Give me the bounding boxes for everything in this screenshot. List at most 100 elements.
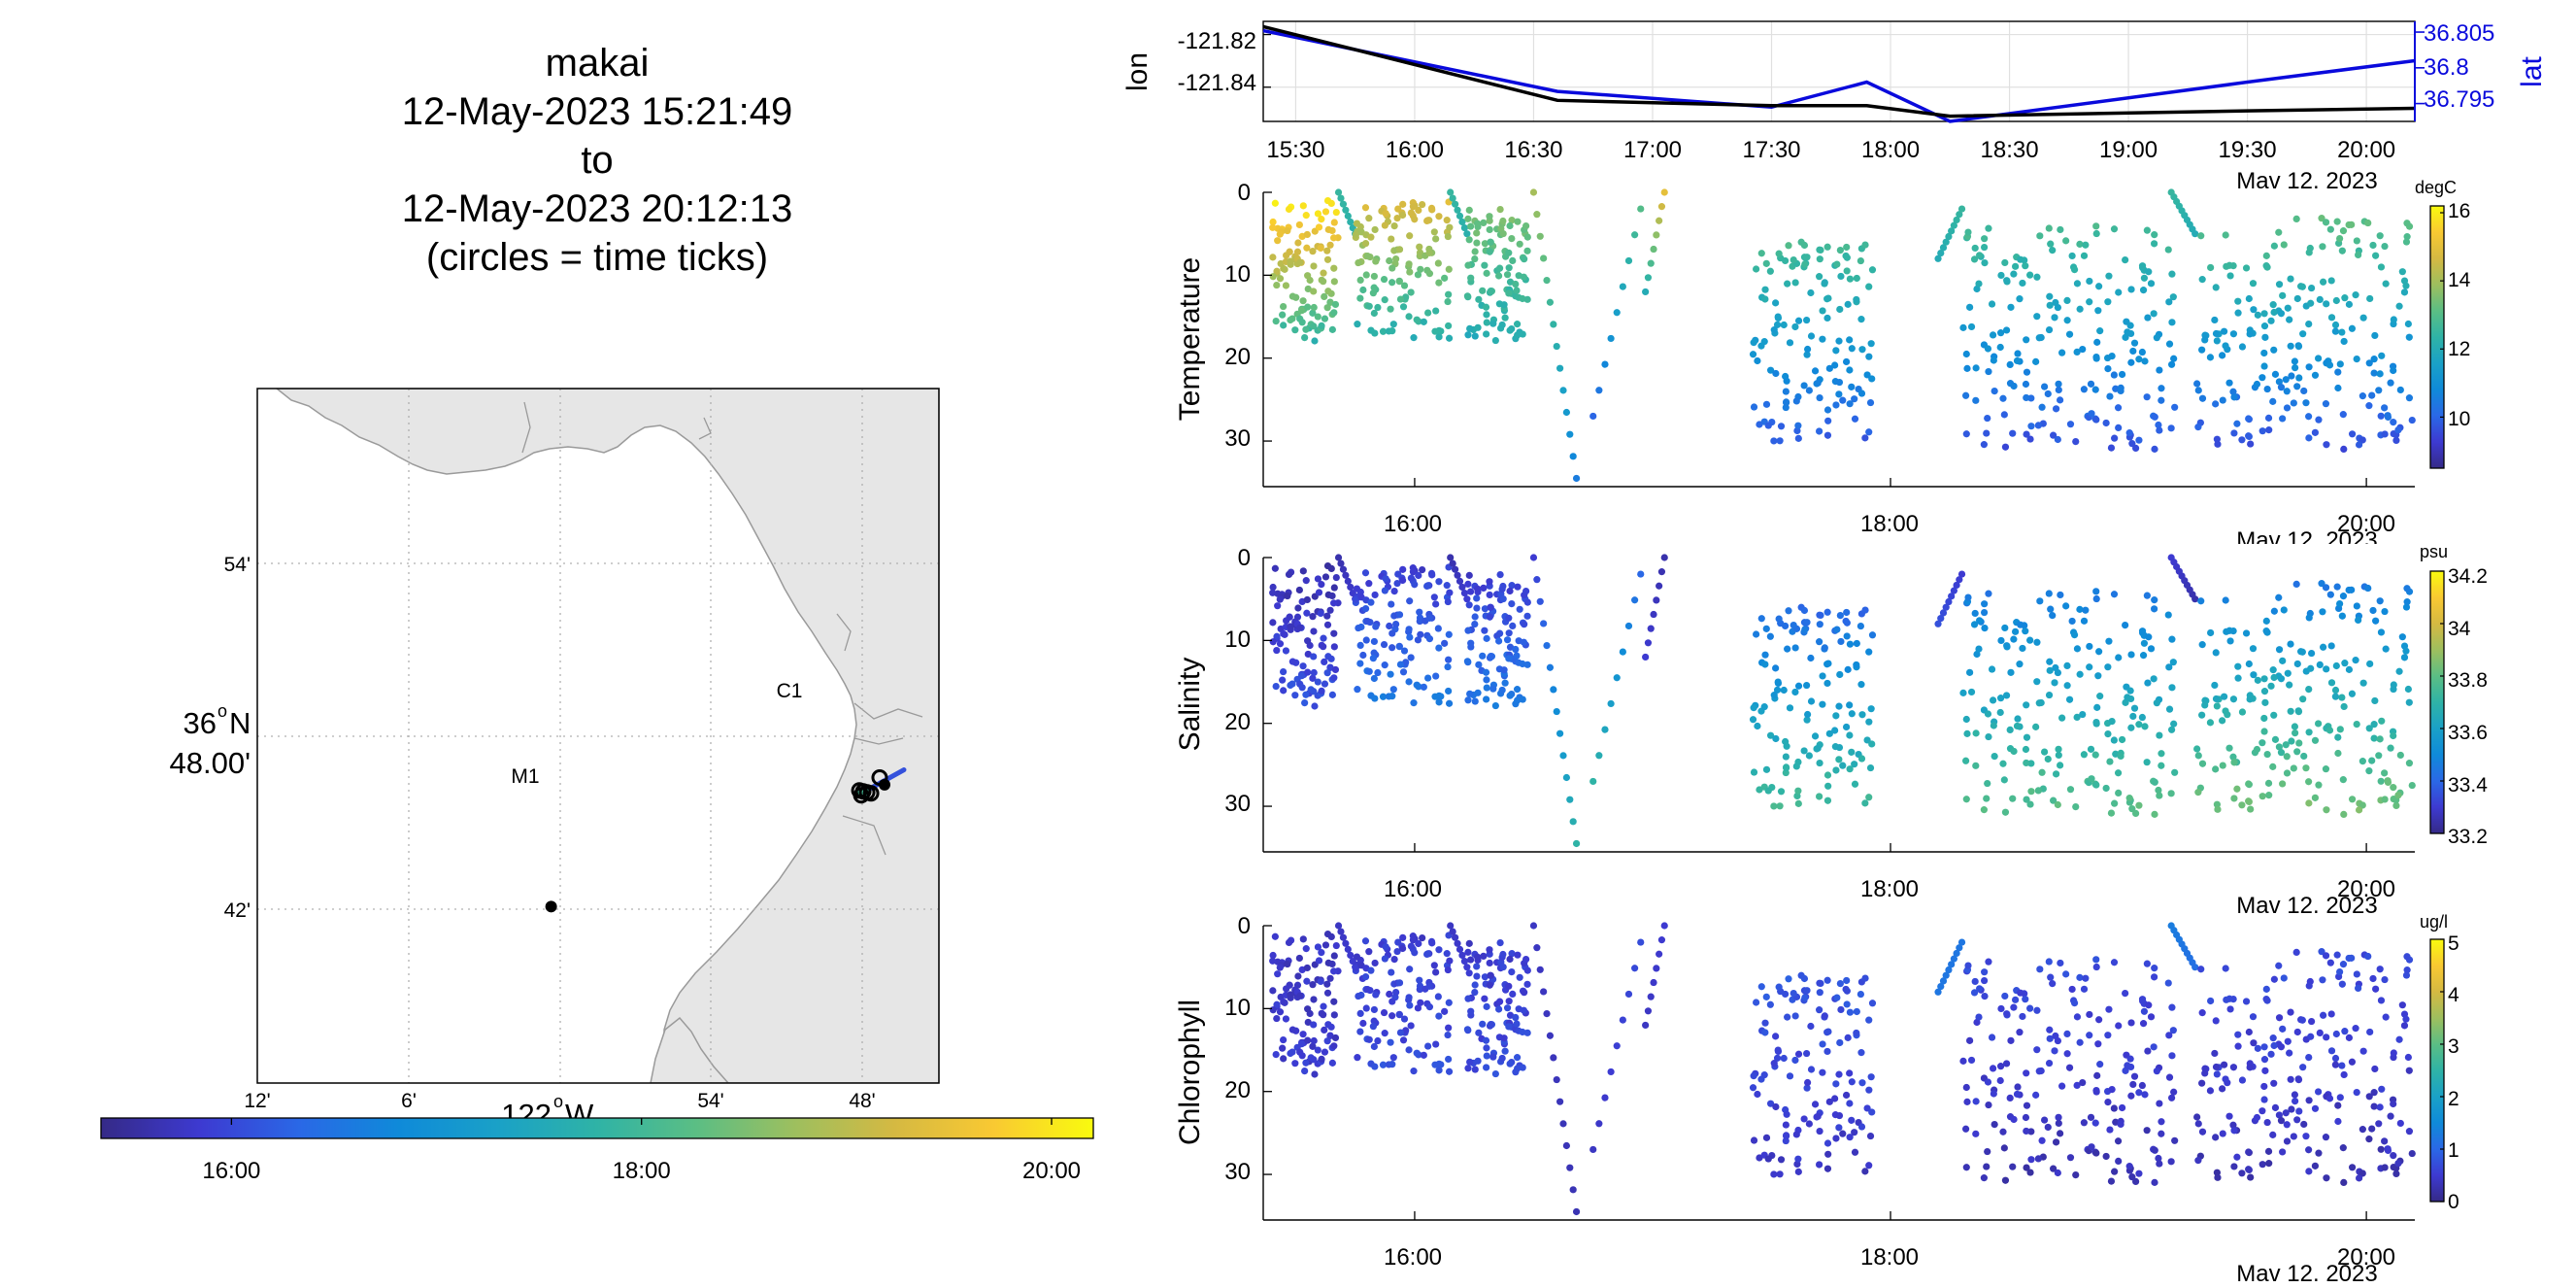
sal-point [1514,583,1522,591]
chl-point [1283,985,1290,993]
sal-point [2298,648,2306,656]
chl-point [2322,1134,2330,1141]
sal-point [1784,645,1791,653]
chl-point [1460,957,1469,966]
sal-point [1522,587,1530,595]
temp-point [1976,252,1984,259]
sal-point [2108,717,2116,726]
chl-point [2046,1026,2054,1034]
sal-point [1984,779,1991,788]
temp-point [1471,332,1479,340]
temp-point [1837,272,1845,281]
chl-point [1865,1086,1873,1094]
temp-point [1424,309,1432,317]
sal-point [1398,576,1407,585]
temp-point [2233,420,2241,427]
chl-point [2340,1178,2348,1187]
sal-point [2023,796,2030,803]
chl-point [1642,1021,1650,1030]
sal-point [1309,613,1317,621]
temp-point [2201,336,2209,344]
temp-point [1382,210,1389,218]
temp-point [1937,249,1945,257]
map-track-layer [545,767,907,913]
temp-point [1331,300,1340,309]
temp-point [2262,262,2270,270]
chl-date-label: Mav 12. 2023 [2236,1261,2377,1287]
chl-point [1499,963,1507,971]
chl-point [1281,999,1288,1006]
temp-point [1480,219,1488,227]
sal-point [2107,809,2116,817]
temp-point [1371,225,1379,234]
sal-point [2010,747,2018,756]
sal-point [1425,614,1433,622]
temp-point [1853,295,1860,304]
sal-point [2022,745,2030,754]
temp-point [2151,231,2158,239]
sal-point [1330,584,1338,592]
sal-point [2339,593,2348,600]
chl-point [1388,998,1396,1005]
chl-point [2022,1113,2030,1122]
chl-point [2096,1061,2104,1068]
chl-point [1786,1072,1794,1080]
temp-point [1445,322,1453,330]
sal-point [2253,745,2261,754]
chl-point [2390,1049,2397,1057]
chl-point [2222,1075,2229,1083]
chl-point [1644,1007,1653,1015]
sal-point [2117,752,2124,761]
chl-point [2307,1017,2316,1026]
temp-point [1273,267,1281,275]
chl-point [2233,1153,2241,1161]
chl-point [2341,1028,2349,1035]
temp-point [2091,386,2099,393]
sal-point [1420,683,1427,691]
chl-point [2198,1128,2207,1135]
temp-point [1781,256,1790,265]
chl-point [1269,987,1277,995]
temp-point [1326,241,1334,249]
sal-point [1355,624,1362,632]
sal-point [2126,695,2135,703]
temp-point [1861,434,1869,442]
temp-point [2003,277,2011,285]
temp-point [1481,261,1489,269]
chl-point [1959,1057,1967,1065]
temp-point [1962,430,1970,438]
temp-point [1980,441,1988,449]
sal-point [1400,647,1409,655]
temp-point [1966,303,1974,311]
temp-point [2198,276,2206,284]
chl-point [1475,1029,1483,1036]
chl-point [1988,1034,1996,1041]
sal-point [1454,571,1461,579]
sal-point [1973,650,1981,659]
sal-point [1279,676,1287,684]
sal-point [2260,688,2269,695]
temp-point [1819,307,1826,315]
temp-point [1274,237,1282,245]
chl-point [2150,1043,2158,1051]
sal-point [1619,648,1626,656]
sal-point [2238,708,2247,716]
temp-point [1800,241,1809,250]
chl-point [1761,1019,1769,1027]
chl-point [1423,950,1432,958]
temp-point [2086,277,2093,286]
chlorophyll-panel-labels: Chlorophyll ug/l 0 10 20 30 16:00 18:00 … [1174,912,2459,1271]
temp-point [1449,194,1456,202]
temp-point [1269,254,1277,261]
chl-point [2102,1152,2110,1161]
sal-point [1326,606,1334,614]
temperature-panel-labels: Temperature degC 0 10 20 30 16:00 18:00 … [1174,178,2471,537]
chl-point [1656,950,1663,958]
temp-point [2238,343,2247,351]
chl-point [1392,989,1400,997]
sal-point [1416,608,1423,616]
station-marker-m1 [545,900,557,913]
temp-point [2122,333,2129,341]
sal-point [1782,753,1790,761]
temp-point [2292,215,2300,223]
